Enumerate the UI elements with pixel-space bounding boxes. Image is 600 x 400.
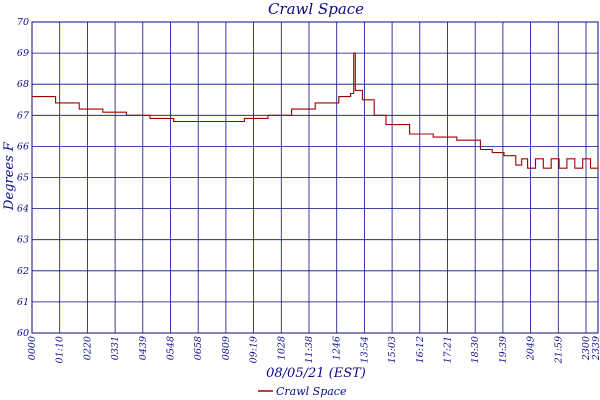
x-tick-label: 15:03 — [387, 336, 398, 363]
y-tick-label: 60 — [17, 328, 29, 339]
legend: Crawl Space — [258, 385, 347, 398]
x-tick-label: 0220 — [82, 336, 93, 360]
x-tick-label: 01:10 — [55, 336, 66, 363]
y-tick-label: 66 — [17, 141, 29, 152]
x-tick-label: 18:30 — [470, 336, 481, 363]
x-tick-label: 17:21 — [443, 336, 454, 363]
y-tick-label: 70 — [17, 17, 29, 28]
x-tick-label: 2300 — [581, 336, 592, 361]
x-tick-label: 1246 — [332, 336, 343, 360]
x-tick-label: 0809 — [221, 336, 232, 360]
x-tick-label: 2339 — [591, 336, 600, 361]
x-tick-label: 16:12 — [415, 336, 426, 363]
y-tick-label: 65 — [17, 173, 29, 184]
x-tick-label: 21:59 — [553, 336, 564, 364]
y-axis-ticks: 60 61 62 63 64 65 66 67 68 69 70 — [17, 17, 30, 339]
x-axis-label: 08/05/21 (EST) — [266, 366, 366, 381]
x-tick-label: 0331 — [110, 336, 121, 360]
y-tick-label: 68 — [17, 79, 29, 90]
x-tick-label: 0439 — [138, 336, 149, 360]
chart-title: Crawl Space — [268, 0, 364, 18]
x-tick-label: 2049 — [526, 336, 537, 361]
y-tick-label: 67 — [17, 110, 30, 121]
x-axis-ticks: 0000 01:10 0220 0331 0439 0548 0658 0809 09:19 10… — [27, 336, 600, 364]
y-tick-label: 63 — [17, 235, 29, 246]
x-tick-label: 19:39 — [498, 336, 509, 363]
legend-label: Crawl Space — [276, 385, 347, 398]
x-tick-label: 1028 — [276, 336, 287, 360]
series-layer — [32, 52, 599, 169]
x-tick-label: 0548 — [166, 336, 177, 360]
y-tick-label: 69 — [17, 48, 29, 59]
y-axis-label: Degrees F — [2, 141, 17, 211]
x-tick-label: 09:19 — [249, 336, 260, 363]
x-tick-label: 0000 — [27, 336, 38, 360]
x-tick-label: 0658 — [193, 336, 204, 360]
y-tick-label: 62 — [17, 266, 29, 277]
grid — [31, 21, 599, 334]
x-tick-label: 13:54 — [359, 336, 370, 363]
series-line-crawl-space — [32, 52, 599, 169]
x-tick-label: 11:38 — [304, 336, 315, 363]
y-tick-label: 64 — [17, 204, 29, 215]
y-tick-label: 61 — [17, 297, 29, 308]
